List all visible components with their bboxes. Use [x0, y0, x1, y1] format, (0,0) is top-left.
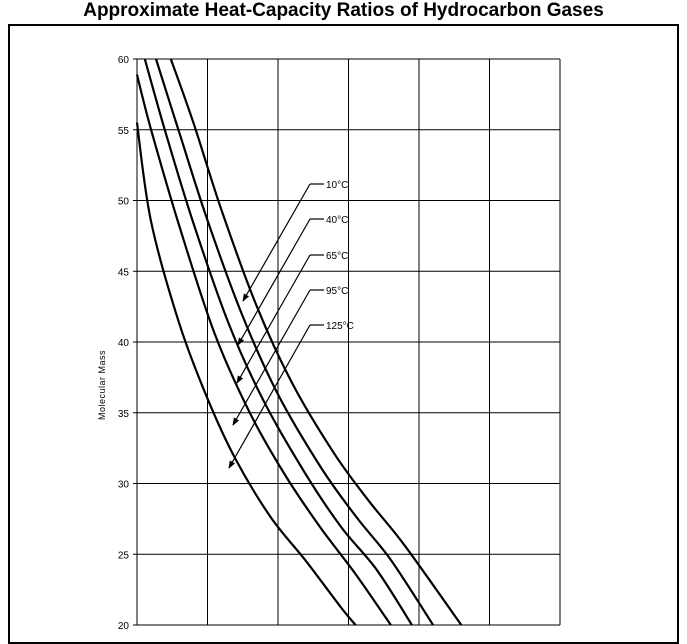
callout-label-4: 125°C	[326, 321, 354, 332]
annotations: 10°C 40°C 65°C 95°C 125°C	[228, 180, 354, 469]
callout-arrow-4	[228, 324, 311, 469]
chart-svg: 20 25 30 35 40 45 50 55 60 Molecular Mass 10°C 40…	[97, 55, 561, 630]
callout-arrow-1	[237, 218, 311, 346]
y-axis-label: Molecular Mass	[97, 350, 107, 420]
y-tick-label-7: 55	[118, 126, 130, 137]
y-tick-label-0: 20	[118, 621, 130, 630]
callout-label-3: 95°C	[326, 286, 348, 297]
y-tick-label-5: 45	[118, 267, 130, 278]
y-tick-label-4: 40	[118, 338, 130, 349]
series-line-10c	[169, 58, 463, 626]
callout-label-1: 40°C	[326, 215, 348, 226]
chart-title: Approximate Heat-Capacity Ratios of Hydr…	[83, 0, 604, 21]
callout-arrow-3	[232, 289, 311, 426]
series-line-40c	[154, 58, 435, 626]
callout-arrow-2	[236, 254, 311, 384]
y-ticks: 20 25 30 35 40 45 50 55 60	[118, 55, 137, 630]
grid	[136, 58, 561, 626]
y-tick-label-2: 30	[118, 480, 130, 491]
y-tick-label-8: 60	[118, 55, 130, 66]
series	[135, 58, 463, 626]
y-tick-label-6: 50	[118, 197, 130, 208]
callout-arrow-0	[242, 183, 311, 302]
y-tick-label-1: 25	[118, 550, 130, 561]
series-line-125c	[135, 122, 357, 626]
callout-label-0: 10°C	[326, 180, 348, 191]
callout-label-2: 65°C	[326, 251, 348, 262]
y-tick-label-3: 35	[118, 409, 130, 420]
series-line-95c	[135, 74, 392, 626]
series-line-65c	[143, 58, 413, 626]
